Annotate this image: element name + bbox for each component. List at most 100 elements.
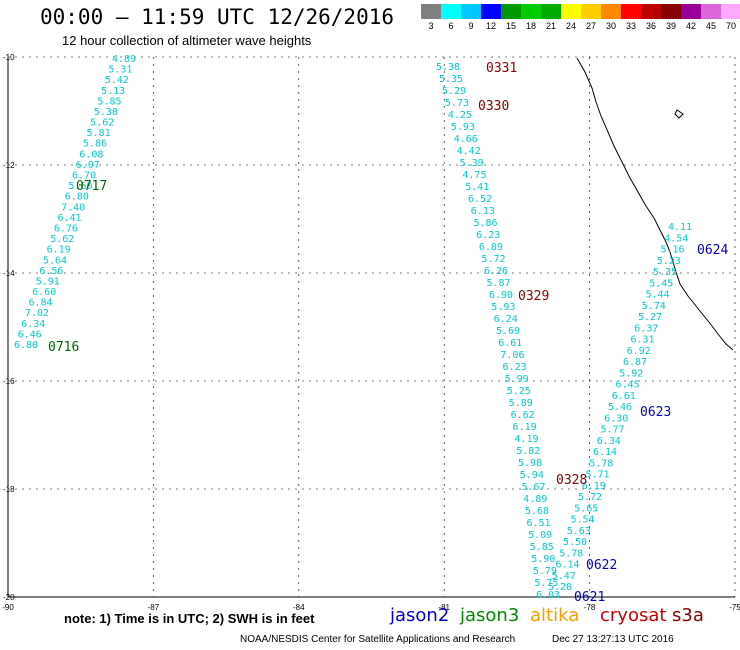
color-swatch <box>581 4 601 19</box>
x-tick-label: -84 <box>293 603 305 612</box>
wave-height-value: 6.03 <box>536 590 560 601</box>
wave-height-value: 5.09 <box>528 530 552 541</box>
wave-height-value: 5.38 <box>94 107 118 118</box>
x-tick-label: -90 <box>2 603 14 612</box>
color-scale-label: 3 <box>428 21 434 31</box>
wave-height-value: 6.51 <box>526 518 550 529</box>
wave-height-value: 5.41 <box>465 182 489 193</box>
timestamp: Dec 27 13:27:13 UTC 2016 <box>552 634 674 645</box>
pass-time-label: 0624 <box>697 243 728 258</box>
wave-height-value: 6.14 <box>593 447 617 458</box>
map-title: 00:00 – 11:59 UTC 12/26/2016 <box>40 5 395 29</box>
wave-height-value: 5.75 <box>534 578 558 589</box>
wave-height-value: 5.54 <box>570 515 594 526</box>
wave-height-value: 5.16 <box>660 245 684 256</box>
wave-height-value: 5.94 <box>520 470 544 481</box>
color-swatch <box>481 4 501 19</box>
color-scale-label: 12 <box>485 21 496 31</box>
color-scale-label: 27 <box>585 21 596 31</box>
wave-height-value: 5.72 <box>578 492 602 503</box>
wave-height-value: 5.82 <box>516 446 540 457</box>
color-swatch <box>501 4 521 19</box>
pass-time-label: 0621 <box>574 590 605 605</box>
wave-height-value: 4.54 <box>664 233 688 244</box>
wave-height-value: 6.60 <box>32 287 56 298</box>
wave-height-value: 4.89 <box>523 494 547 505</box>
color-scale-label: 45 <box>705 21 716 31</box>
legend-item-cryosat: cryosat <box>600 605 667 626</box>
x-tick-label: -87 <box>148 603 160 612</box>
wave-height-value: 5.73 <box>445 98 469 109</box>
wave-height-value: 6.45 <box>615 380 639 391</box>
y-tick-label: -18 <box>3 485 15 494</box>
wave-height-value: 5.77 <box>600 425 624 436</box>
wave-height-value: 6.61 <box>612 391 636 402</box>
wave-height-value: 5.31 <box>108 65 132 76</box>
wave-height-value: 5.81 <box>87 128 111 139</box>
wave-height-value: 5.86 <box>474 218 498 229</box>
wave-height-value: 5.35 <box>439 74 463 85</box>
wave-height-value: 5.93 <box>491 302 515 313</box>
wave-height-value: 5.44 <box>645 290 669 301</box>
wave-height-value: 5.46 <box>608 402 632 413</box>
pass-time-label: 0716 <box>48 340 79 355</box>
pass-time-label: 0331 <box>486 61 517 76</box>
wave-height-value: 5.35 <box>653 267 677 278</box>
color-scale-label: 18 <box>525 21 536 31</box>
wave-height-value: 6.90 <box>489 290 513 301</box>
island-outline <box>674 109 684 119</box>
wave-height-value: 6.92 <box>627 346 651 357</box>
wave-height-value: 5.91 <box>36 276 60 287</box>
pass-time-label: 0329 <box>518 289 549 304</box>
footer-note: note: 1) Time is in UTC; 2) SWH is in fe… <box>64 611 315 626</box>
wave-height-value: 6.70 <box>72 171 96 182</box>
wave-height-value: 5.38 <box>436 62 460 73</box>
wave-height-value: 4.89 <box>112 54 136 65</box>
wave-height-value: 4.75 <box>462 170 486 181</box>
wave-height-value: 5.69 <box>496 326 520 337</box>
x-tick-label: -75 <box>729 603 740 612</box>
wave-height-value: 4.66 <box>454 134 478 145</box>
wave-height-value: 5.78 <box>559 548 583 559</box>
wave-height-value: 5.87 <box>486 278 510 289</box>
pass-time-label: 0328 <box>556 473 587 488</box>
wave-height-value: 6.23 <box>503 362 527 373</box>
y-tick-label: -12 <box>3 161 15 170</box>
wave-height-value: 5.67 <box>521 482 545 493</box>
wave-height-value: 5.39 <box>460 158 484 169</box>
wave-height-value: 5.65 <box>574 503 598 514</box>
wave-height-value: 4.42 <box>457 146 481 157</box>
map-grid <box>7 56 736 598</box>
map-subtitle: 12 hour collection of altimeter wave hei… <box>62 33 312 48</box>
wave-height-value: 5.25 <box>507 386 531 397</box>
color-scale-label: 70 <box>725 21 736 31</box>
wave-height-value: 5.99 <box>505 374 529 385</box>
wave-height-value: 6.19 <box>582 481 606 492</box>
coastline-path <box>576 57 734 351</box>
color-swatch <box>641 4 661 19</box>
color-swatch <box>661 4 681 19</box>
color-swatch <box>461 4 481 19</box>
wave-height-value: 6.62 <box>511 410 535 421</box>
wave-height-value: 5.45 <box>649 278 673 289</box>
wave-height-value: 7.06 <box>500 350 524 361</box>
wave-height-value: 5.79 <box>533 566 557 577</box>
wave-height-value: 7.40 <box>61 202 85 213</box>
y-tick-label: -10 <box>3 53 15 62</box>
x-tick-label: -81 <box>438 603 450 612</box>
wave-height-value: 6.41 <box>58 213 82 224</box>
wave-height-value: 5.86 <box>83 139 107 150</box>
color-swatch <box>601 4 621 19</box>
wave-height-value: 6.26 <box>484 266 508 277</box>
pass-time-label: 0622 <box>586 558 617 573</box>
wave-height-value: 6.23 <box>476 230 500 241</box>
wave-height-value: 6.52 <box>468 194 492 205</box>
wave-height-value: 6.46 <box>18 329 42 340</box>
legend-item-s3a: s3a <box>672 605 704 626</box>
color-swatch <box>681 4 701 19</box>
wave-height-value: 5.89 <box>509 398 533 409</box>
x-tick-label: -78 <box>584 603 596 612</box>
wave-height-value: 6.07 <box>76 160 100 171</box>
